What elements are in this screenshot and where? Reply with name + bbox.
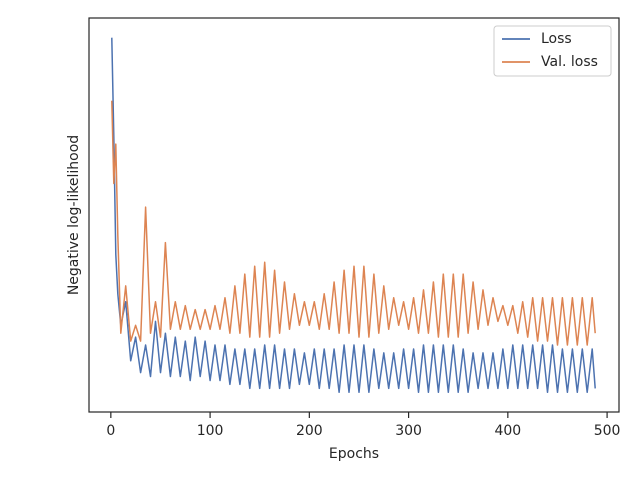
x-tick-label: 100 xyxy=(197,423,224,439)
x-tick-label: 300 xyxy=(395,423,422,439)
x-tick-label: 200 xyxy=(296,423,323,439)
y-axis-label: Negative log-likelihood xyxy=(66,135,82,295)
x-axis-label: Epochs xyxy=(329,446,379,462)
x-tick-label: 500 xyxy=(594,423,621,439)
legend: Loss Val. loss xyxy=(493,25,612,77)
legend-label: Loss xyxy=(541,31,572,47)
x-tick-label: 0 xyxy=(106,423,115,439)
x-tick-label: 400 xyxy=(494,423,521,439)
legend-label: Val. loss xyxy=(541,54,598,70)
plot-frame xyxy=(88,17,620,413)
line-series xyxy=(111,37,596,394)
line-series xyxy=(111,100,596,346)
